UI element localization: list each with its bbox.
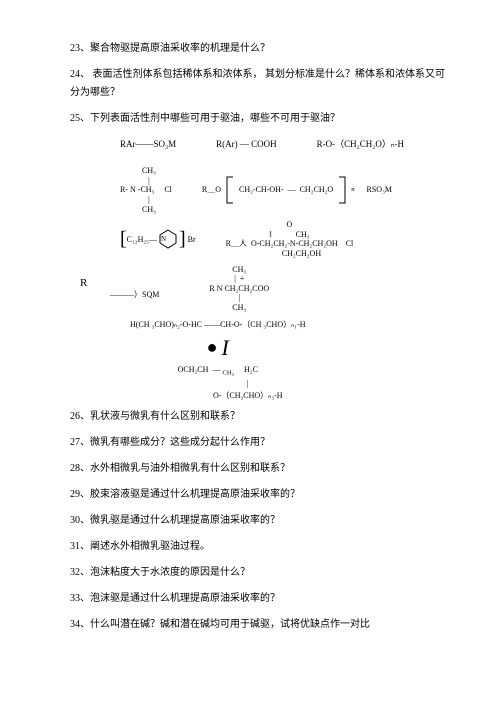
polymer-struct: R＿O CH₂-CH-OH- — CH₂CH₂O n RSO₃M [202, 175, 392, 205]
question-33: 33、泡沫驱是通过什么机理提高原油采收率的？ [70, 590, 445, 608]
formula-1a: RAr——SO₃M [120, 136, 176, 152]
svg-text:N: N [161, 235, 166, 243]
question-28: 28、水外相微乳与油外相微乳有什么区别和联系？ [70, 460, 445, 478]
formula-row-1: RAr——SO₃M R(Ar) — COOH R-O-（CH₂CH₂O）ₙ-H [120, 136, 445, 152]
question-31: 31、阐述水外相微乳驱油过程。 [70, 538, 445, 556]
formula-row-4: R ———）SQM CH₃ | + R N CH₂CH₂COO | CH₃ [80, 265, 445, 313]
formula-row-3: [ C₁₂H₂₅— N ] Br O ‖ CH₃ R＿人 O-CH₂CH₂-N-… [120, 220, 445, 258]
question-32: 32、泡沫粘度大于水浓度的原因是什么？ [70, 564, 445, 582]
question-30: 30、微乳驱是通过什么机理提高原油采收率的？ [70, 512, 445, 530]
question-29: 29、胶束溶液驱是通过什么机理提高原油采收率的？ [70, 486, 445, 504]
triol-struct: H(CH ₃CHO)ₙ₂-O-HC ——CH-O-（CH ₃CHO）ₙ₁-H ●… [130, 319, 306, 403]
bracket-right-icon [337, 175, 347, 205]
ammonium-struct: CH₃ | R- N -CH₃ Cl | CH₃ [120, 166, 172, 214]
formula-row-5: H(CH ₃CHO)ₙ₂-O-HC ——CH-O-（CH ₃CHO）ₙ₁-H ●… [130, 319, 445, 403]
formula-1b: R(Ar) — COOH [216, 136, 277, 152]
hexagon-n-icon: N [157, 228, 179, 250]
pyridinium-struct: [ C₁₂H₂₅— N ] Br [120, 227, 196, 251]
question-25: 25、下列表面活性剂中哪些可用于驱油，哪些不可用于驱油？ [70, 110, 445, 128]
sqm-struct: R ———）SQM [80, 277, 159, 300]
question-23: 23、聚合物驱提高原油采收率的机理是什么？ [70, 40, 445, 58]
formula-row-2: CH₃ | R- N -CH₃ Cl | CH₃ R＿O CH₂-CH-OH- … [120, 166, 445, 214]
question-27: 27、微乳有哪些成分？这些成分起什么作用？ [70, 434, 445, 452]
formula-1c: R-O-（CH₂CH₂O）ₙ-H [317, 136, 404, 152]
question-34: 34、什么叫潜在碱？碱和潜在碱均可用于碱驱，试将优缺点作一对比 [70, 616, 445, 634]
question-26: 26、乳状液与微乳有什么区别和联系？ [70, 408, 445, 426]
betaine-struct: CH₃ | + R N CH₂CH₂COO | CH₃ [209, 265, 269, 313]
question-24: 24、 表面活性剂体系包括稀体系和浓体系， 其划分标准是什么？稀体系和浓体系又可… [70, 66, 445, 102]
bracket-left-icon [225, 175, 235, 205]
amine-struct: O ‖ CH₃ R＿人 O-CH₂CH₂-N-CH₂CH₂OH Cl CH₂CH… [226, 220, 354, 258]
